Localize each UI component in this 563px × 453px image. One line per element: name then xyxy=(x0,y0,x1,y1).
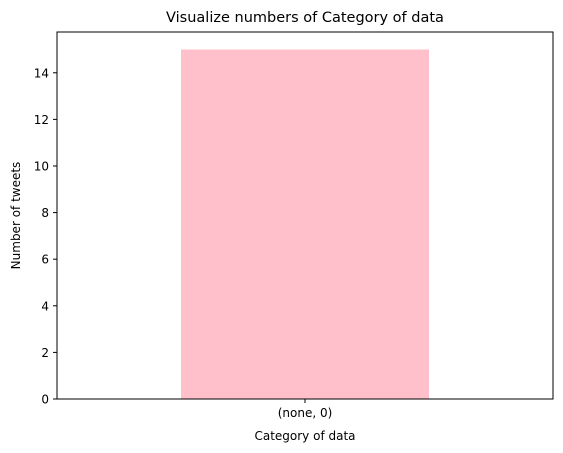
y-tick-label: 8 xyxy=(41,206,49,220)
y-tick-label: 4 xyxy=(41,299,49,313)
y-tick-label: 6 xyxy=(41,253,49,267)
y-tick-label: 10 xyxy=(34,159,49,173)
bar xyxy=(181,49,429,399)
x-axis-label: Category of data xyxy=(254,429,355,443)
x-axis-ticks: (none, 0) xyxy=(278,399,333,420)
chart-title: Visualize numbers of Category of data xyxy=(166,10,444,26)
x-tick-label: (none, 0) xyxy=(278,406,333,420)
y-tick-label: 0 xyxy=(41,393,49,407)
y-axis-label: Number of tweets xyxy=(9,162,23,270)
y-tick-label: 12 xyxy=(34,113,49,127)
y-tick-label: 2 xyxy=(41,346,49,360)
bars-group xyxy=(181,49,429,399)
y-tick-label: 14 xyxy=(34,66,49,80)
plot-frame xyxy=(56,31,554,400)
y-axis-ticks: 0 2 4 6 8 10 12 14 xyxy=(34,66,57,407)
